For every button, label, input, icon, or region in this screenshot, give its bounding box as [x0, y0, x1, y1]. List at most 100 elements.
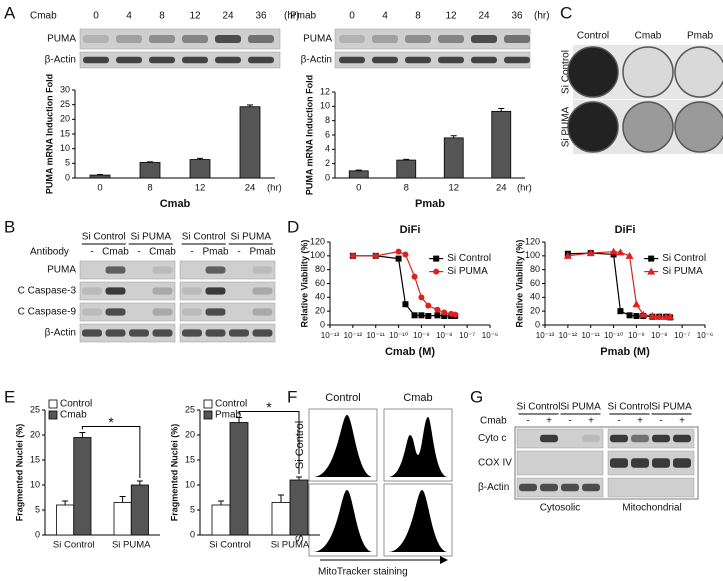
blot-band [152, 266, 173, 274]
blot-strip [79, 281, 176, 301]
time-label: 8 [159, 11, 165, 22]
blot-band [582, 434, 600, 443]
blot-band [182, 35, 208, 43]
legend-marker [433, 255, 440, 262]
blot-treatment: Cmab [30, 11, 57, 22]
blot-band [610, 434, 628, 443]
blot-band [631, 434, 649, 443]
blot-strip [79, 260, 176, 280]
blot-band [673, 458, 691, 468]
marker [666, 312, 675, 320]
blot-strip [179, 323, 276, 343]
panel-letter: D [287, 217, 299, 236]
y-tick-label: 0 [190, 529, 195, 539]
marker [425, 302, 432, 309]
arrow-head [440, 556, 448, 564]
legend-swatch [203, 410, 213, 420]
histogram [388, 490, 448, 552]
blot-band [105, 287, 126, 295]
panel-letter: F [287, 387, 297, 406]
blot-band [673, 434, 691, 443]
marker [402, 251, 409, 258]
blot-strip [516, 477, 604, 498]
y-tick-label: 0 [320, 319, 325, 329]
marker [395, 255, 402, 262]
lane-label: + [637, 416, 643, 427]
time-label: 24 [478, 11, 490, 22]
bar [89, 174, 111, 179]
y-tick-label: 0 [65, 172, 70, 182]
legend-marker [648, 255, 655, 262]
y-tick-label: 10 [60, 143, 70, 153]
bar [239, 106, 261, 179]
legend-swatch [48, 399, 58, 409]
group-label: Si Control [517, 402, 561, 413]
histogram [388, 417, 448, 477]
marker [425, 313, 432, 320]
time-label: 4 [382, 11, 388, 22]
blot-band [540, 458, 558, 468]
lane-label: - [659, 416, 662, 427]
group-label: Si Control [82, 232, 126, 243]
blot-band [519, 458, 537, 468]
x-tick-label: 12 [448, 183, 459, 194]
legend-swatch [203, 399, 213, 409]
blot-row-label: C Caspase-3 [18, 286, 77, 297]
y-tick-label: 100 [310, 250, 325, 260]
blot-strip [516, 428, 604, 449]
blot-band [129, 287, 149, 294]
y-tick-label: 80 [315, 264, 325, 274]
x-tick-label: Si PUMA [271, 540, 310, 551]
y-tick-label: 80 [530, 264, 540, 274]
panel-letter: C [560, 3, 572, 22]
blot-band [519, 483, 537, 492]
lane-label: + [546, 416, 552, 427]
y-tick-label: 5 [35, 504, 40, 514]
blot-band [215, 35, 241, 43]
blot-frame [514, 426, 699, 500]
bar [130, 484, 149, 536]
marker [616, 248, 625, 256]
y-tick-label: 20 [30, 429, 40, 439]
legend-marker [647, 267, 656, 275]
blot-band [182, 308, 202, 316]
blot-band [252, 329, 273, 337]
blot-band [215, 56, 241, 64]
x-tick-label: Si PUMA [112, 540, 151, 551]
blot-band [82, 287, 102, 295]
blot-band [405, 56, 431, 64]
y-tick-label: 30 [60, 84, 70, 94]
blot-band [83, 56, 109, 64]
marker [372, 252, 379, 259]
blot-strip [179, 281, 276, 301]
series-line [567, 251, 671, 318]
y-tick-label: 0 [35, 529, 40, 539]
significance-label: * [108, 414, 114, 430]
x-tick-label: 24 [496, 183, 507, 194]
significance-bracket [81, 426, 141, 478]
marker [411, 273, 418, 280]
time-label: 12 [189, 11, 201, 22]
blot-band [540, 434, 558, 443]
marker [632, 300, 641, 308]
blot-strip [79, 323, 176, 343]
time-label: 4 [126, 11, 132, 22]
x-tick-label: 12 [195, 183, 206, 194]
y-axis-label: Relative Viability (%) [514, 240, 524, 328]
bar [73, 437, 92, 536]
blot-row-label: β-Actin [478, 482, 509, 493]
blot-band [129, 329, 149, 337]
blot-band [252, 308, 273, 316]
x-tick-label: 8 [147, 183, 152, 194]
blot-band [129, 266, 149, 273]
marker [434, 312, 441, 319]
significance-label: * [266, 399, 272, 415]
y-tick-label: 120 [525, 236, 540, 246]
y-tick-label: 4 [325, 144, 330, 154]
time-label: 12 [445, 11, 457, 22]
marker [411, 312, 418, 319]
legend-label: Si Control [447, 253, 491, 264]
x-tick-label: 24 [245, 183, 256, 194]
marker [402, 301, 409, 308]
